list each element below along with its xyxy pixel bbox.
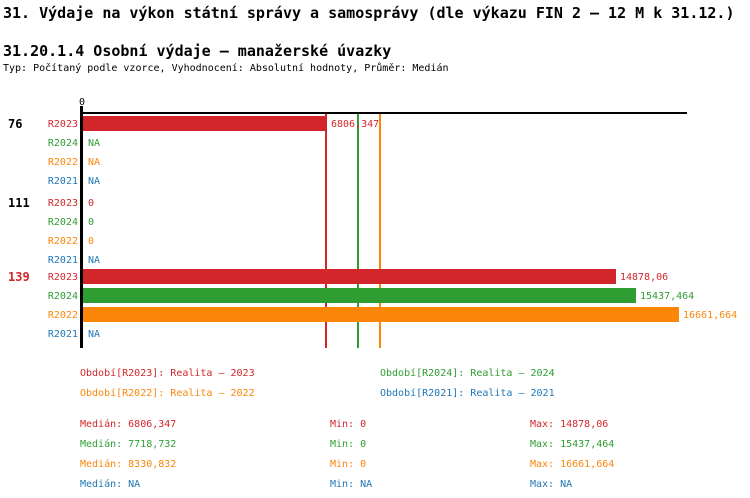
group-id-label: 76 [8, 117, 23, 131]
bar [83, 116, 327, 131]
row-series-label: R2021 [47, 176, 78, 187]
stat-max: Max: NA [530, 479, 573, 490]
bar-value-label: 6806,347 [331, 119, 380, 130]
legend-item: Období[R2021]: Realita – 2021 [380, 388, 555, 399]
row-series-label: R2021 [47, 329, 78, 340]
row-series-label: R2022 [47, 310, 78, 321]
median-line [379, 114, 381, 348]
bar-value-label: NA [88, 157, 101, 168]
median-line [357, 114, 359, 348]
bar [83, 269, 616, 284]
legend-item: Období[R2023]: Realita – 2023 [80, 368, 255, 379]
bar-value-label: NA [88, 329, 101, 340]
page-subtitle: 31.20.1.4 Osobní výdaje – manažerské úva… [3, 42, 392, 60]
bar-value-label: NA [88, 255, 101, 266]
row-series-label: R2024 [47, 217, 78, 228]
bar-value-label: 0 [88, 217, 95, 228]
bar-value-label: 15437,464 [640, 291, 695, 302]
stat-max: Max: 15437,464 [530, 439, 615, 450]
y-axis-line [80, 106, 83, 348]
x-axis-tick-label: 0 [78, 97, 86, 108]
stat-median: Medián: NA [80, 479, 141, 490]
median-line [325, 114, 327, 348]
legend-item: Období[R2024]: Realita – 2024 [380, 368, 555, 379]
bar-value-label: NA [88, 176, 101, 187]
group-id-label: 139 [8, 270, 30, 284]
stat-median: Medián: 6806,347 [80, 419, 177, 430]
row-series-label: R2023 [47, 198, 78, 209]
stat-min: Min: 0 [330, 459, 367, 470]
bar [83, 307, 679, 322]
x-axis-line [82, 112, 687, 114]
chart-meta: Typ: Počítaný podle vzorce, Vyhodnocení:… [3, 63, 449, 74]
row-series-label: R2023 [47, 119, 78, 130]
row-series-label: R2021 [47, 255, 78, 266]
bar-value-label: 14878,06 [620, 272, 669, 283]
stat-min: Min: 0 [330, 419, 367, 430]
bar [83, 288, 636, 303]
stat-min: Min: 0 [330, 439, 367, 450]
page-title: 31. Výdaje na výkon státní správy a samo… [3, 4, 735, 22]
row-series-label: R2024 [47, 291, 78, 302]
legend-item: Období[R2022]: Realita – 2022 [80, 388, 255, 399]
bar-value-label: NA [88, 138, 101, 149]
bar-value-label: 0 [88, 236, 95, 247]
stat-median: Medián: 7718,732 [80, 439, 177, 450]
stat-min: Min: NA [330, 479, 373, 490]
row-series-label: R2023 [47, 272, 78, 283]
group-id-label: 111 [8, 196, 30, 210]
row-series-label: R2022 [47, 236, 78, 247]
stat-max: Max: 14878,06 [530, 419, 609, 430]
stat-median: Medián: 8330,832 [80, 459, 177, 470]
row-series-label: R2024 [47, 138, 78, 149]
bar-value-label: 16661,664 [683, 310, 738, 321]
row-series-label: R2022 [47, 157, 78, 168]
bar-value-label: 0 [88, 198, 95, 209]
stat-max: Max: 16661,664 [530, 459, 615, 470]
